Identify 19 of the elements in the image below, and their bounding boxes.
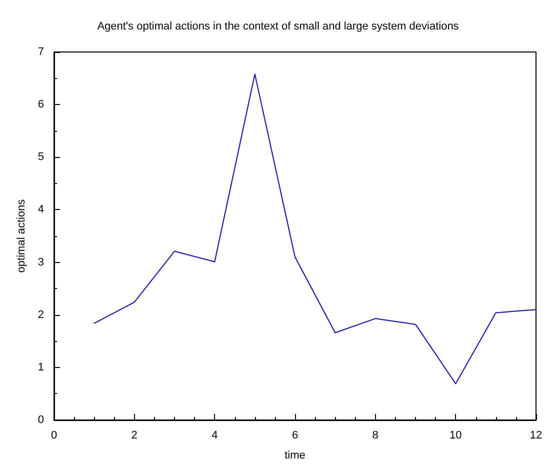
x-tick-label: 10 bbox=[450, 430, 462, 442]
x-tick-label: 4 bbox=[212, 430, 218, 442]
chart-title: Agent's optimal actions in the context of small and large system deviations bbox=[97, 20, 460, 32]
y-tick-label: 6 bbox=[38, 98, 44, 111]
line-series bbox=[94, 74, 536, 384]
y-tick-label: 0 bbox=[38, 414, 44, 426]
y-tick-label: 2 bbox=[38, 308, 44, 321]
y-tick-label: 3 bbox=[38, 256, 44, 268]
x-tick-label: 12 bbox=[530, 430, 542, 442]
x-tick-label: 2 bbox=[131, 430, 138, 442]
x-tick-label: 8 bbox=[372, 430, 378, 442]
y-tick-label: 4 bbox=[38, 204, 44, 216]
x-tick-label: 0 bbox=[50, 430, 58, 442]
y-tick-label: 7 bbox=[38, 46, 44, 58]
x-axis-title: time bbox=[284, 450, 306, 462]
y-tick-label: 5 bbox=[38, 151, 44, 164]
y-axis-title: optimal actions bbox=[16, 198, 28, 273]
y-tick-label: 1 bbox=[38, 361, 44, 374]
x-tick-label: 6 bbox=[292, 430, 298, 442]
